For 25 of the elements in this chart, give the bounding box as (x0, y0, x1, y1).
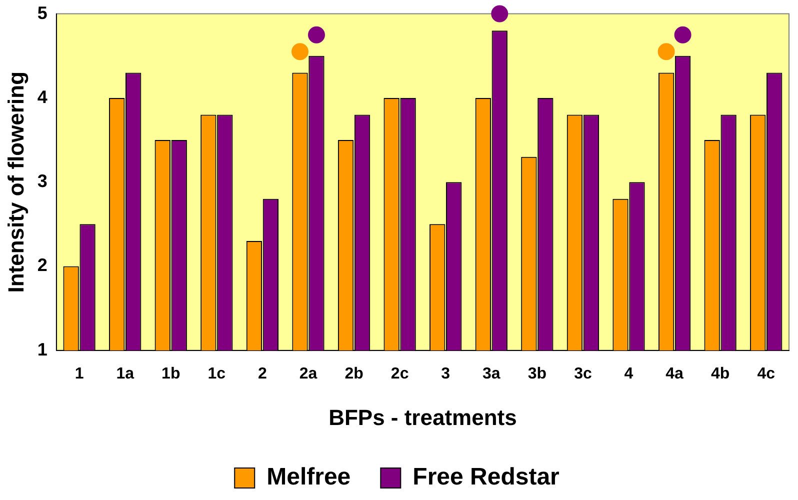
y-tick-label: 3 (37, 171, 48, 192)
legend-label: Melfree (266, 464, 351, 491)
x-tick-label: 1a (116, 365, 134, 382)
y-tick-label: 2 (37, 255, 48, 276)
x-tick-label: 4b (710, 365, 730, 382)
x-tick-label: 1c (208, 365, 226, 382)
legend-label: Free Redstar (412, 464, 560, 491)
x-axis-title: BFPs - treatments (328, 404, 517, 430)
y-tick-label: 4 (37, 86, 48, 107)
x-tick-label: 4a (666, 365, 684, 382)
x-tick-label: 3b (528, 365, 547, 382)
x-tick-label: 2c (390, 365, 409, 382)
x-tick-label: 3a (482, 365, 500, 382)
x-tick-label: 4 (624, 365, 634, 382)
x-tick-label: 2a (299, 365, 318, 382)
x-tick-label: 1 (74, 365, 84, 382)
y-tick-label: 1 (37, 339, 48, 360)
x-tick-label: 2 (258, 365, 267, 382)
x-tick-label: 1b (162, 365, 180, 382)
x-tick-label: 4c (757, 365, 776, 382)
y-axis-title: Intensity of flowering (3, 71, 28, 293)
x-tick-label: 3c (574, 365, 592, 382)
x-tick-label: 3 (441, 365, 450, 382)
x-tick-label: 2b (344, 365, 364, 382)
y-tick-label: 5 (37, 2, 48, 23)
